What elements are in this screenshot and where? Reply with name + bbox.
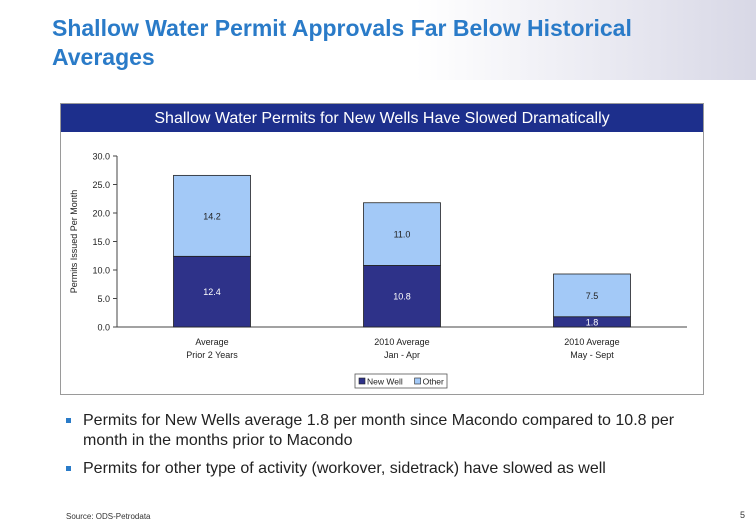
bar-other bbox=[363, 202, 441, 266]
data-label: 1.8 bbox=[586, 317, 599, 327]
chart-plot: 0.0 5.0 10.0 15.0 20.0 25.0 30.0 Permits Issued… bbox=[69, 152, 687, 389]
legend-swatch-other bbox=[414, 377, 421, 385]
bullet-text: Permits for New Wells average 1.8 per mo… bbox=[83, 412, 675, 449]
bullet-item-1: Permits for New Wells average 1.8 per mo… bbox=[66, 411, 716, 451]
legend-label: Other bbox=[423, 377, 444, 387]
chart-frame: Shallow Water Permits for New Wells Have… bbox=[60, 103, 704, 395]
bullet-square-icon bbox=[66, 466, 71, 471]
bar-other bbox=[173, 174, 251, 257]
x-tick-label: May - Sept bbox=[570, 350, 614, 360]
bar-other bbox=[553, 273, 631, 318]
y-tick-label: 10.0 bbox=[92, 266, 110, 276]
bullet-item-2: Permits for other type of activity (work… bbox=[66, 459, 716, 479]
chart-title: Shallow Water Permits for New Wells Have… bbox=[61, 104, 703, 132]
x-tick-label: 2010 Average bbox=[374, 337, 429, 347]
legend-label: New Well bbox=[367, 377, 403, 387]
x-tick-label: Prior 2 Years bbox=[186, 350, 238, 360]
bar-new-well bbox=[173, 255, 251, 328]
y-tick-label: 5.0 bbox=[97, 294, 110, 304]
source-note: Source: ODS-Petrodata bbox=[66, 512, 151, 521]
x-tick-label: Jan - Apr bbox=[384, 350, 420, 360]
x-tick-label: 2010 Average bbox=[564, 337, 619, 347]
y-tick-label: 0.0 bbox=[97, 323, 110, 333]
data-label: 7.5 bbox=[586, 291, 599, 301]
y-tick-label: 30.0 bbox=[92, 152, 110, 162]
page-number: 5 bbox=[740, 510, 746, 520]
bullet-square-icon bbox=[66, 418, 71, 423]
data-label: 14.2 bbox=[203, 211, 221, 221]
data-label: 10.8 bbox=[393, 292, 411, 302]
y-axis-title: Permits Issued Per Month bbox=[69, 190, 79, 294]
slide-title: Shallow Water Permit Approvals Far Below… bbox=[52, 15, 632, 70]
y-tick-label: 20.0 bbox=[92, 209, 110, 219]
bullet-text: Permits for other type of activity (work… bbox=[83, 460, 606, 477]
title-band bbox=[0, 0, 756, 80]
legend-box bbox=[354, 373, 448, 389]
data-label: 12.4 bbox=[203, 287, 221, 297]
y-tick-label: 15.0 bbox=[92, 237, 110, 247]
data-label: 11.0 bbox=[394, 230, 411, 240]
legend-swatch-new-well bbox=[358, 377, 366, 385]
y-tick-label: 25.0 bbox=[92, 180, 110, 190]
x-tick-label: Average bbox=[195, 337, 228, 347]
bullet-list: Permits for New Wells average 1.8 per mo… bbox=[66, 411, 716, 487]
